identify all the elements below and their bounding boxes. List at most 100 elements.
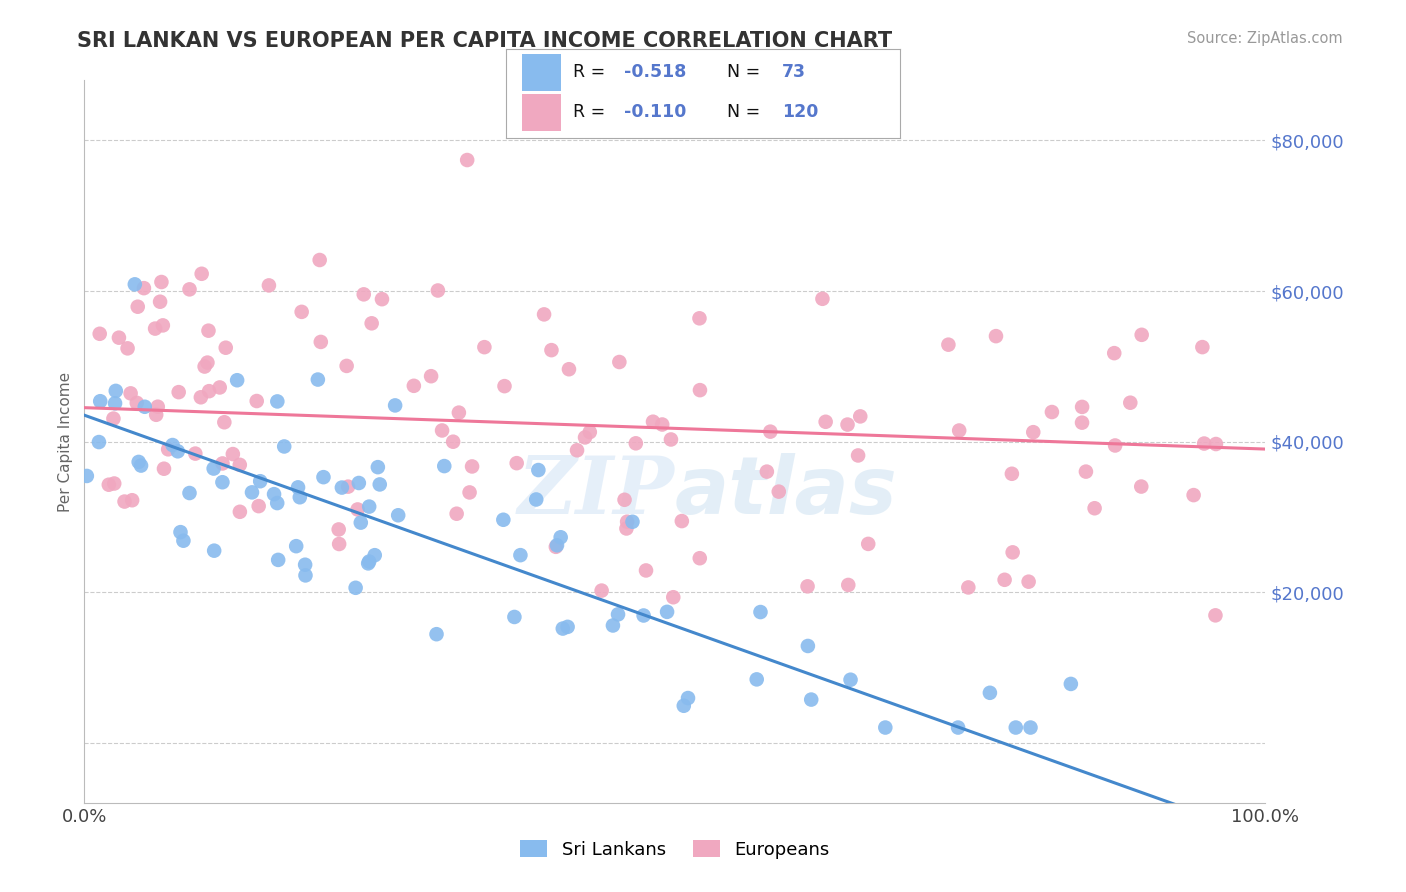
Sri Lankans: [875, 721, 897, 735]
Europeans: [624, 436, 647, 450]
Sri Lankans: [134, 400, 156, 414]
Europeans: [1104, 438, 1126, 452]
Europeans: [689, 383, 711, 397]
Europeans: [505, 456, 527, 470]
Sri Lankans: [240, 485, 263, 500]
Sri Lankans: [249, 474, 271, 488]
Sri Lankans: [524, 492, 547, 507]
Europeans: [984, 329, 1007, 343]
Europeans: [578, 425, 600, 439]
Sri Lankans: [263, 487, 285, 501]
Sri Lankans: [211, 475, 233, 490]
Sri Lankans: [946, 721, 969, 735]
Europeans: [613, 492, 636, 507]
Europeans: [634, 564, 657, 578]
Europeans: [127, 300, 149, 314]
Europeans: [143, 321, 166, 335]
Sri Lankans: [344, 581, 367, 595]
Europeans: [837, 578, 859, 592]
Europeans: [153, 461, 176, 475]
Europeans: [337, 480, 360, 494]
Europeans: [214, 415, 236, 429]
Europeans: [120, 386, 142, 401]
Europeans: [458, 485, 481, 500]
Europeans: [565, 443, 588, 458]
Sri Lankans: [287, 480, 309, 494]
Europeans: [474, 340, 496, 354]
Sri Lankans: [1019, 721, 1042, 735]
Text: -0.518: -0.518: [624, 63, 686, 81]
Text: R =: R =: [574, 103, 610, 121]
Europeans: [197, 324, 219, 338]
Sri Lankans: [128, 455, 150, 469]
Europeans: [291, 305, 314, 319]
Sri Lankans: [307, 373, 329, 387]
Europeans: [796, 579, 818, 593]
Europeans: [194, 359, 217, 374]
Sri Lankans: [359, 555, 381, 569]
Europeans: [456, 153, 478, 167]
Sri Lankans: [492, 513, 515, 527]
Europeans: [591, 583, 613, 598]
Europeans: [309, 334, 332, 349]
Europeans: [811, 292, 834, 306]
Sri Lankans: [169, 525, 191, 540]
Europeans: [446, 507, 468, 521]
Sri Lankans: [179, 486, 201, 500]
Sri Lankans: [655, 605, 678, 619]
Sri Lankans: [312, 470, 335, 484]
Europeans: [768, 484, 790, 499]
Europeans: [353, 287, 375, 301]
Europeans: [328, 537, 350, 551]
Europeans: [1074, 465, 1097, 479]
Europeans: [759, 425, 782, 439]
Sri Lankans: [509, 548, 531, 562]
Europeans: [125, 396, 148, 410]
Sri Lankans: [367, 460, 389, 475]
Europeans: [659, 433, 682, 447]
Text: SRI LANKAN VS EUROPEAN PER CAPITA INCOME CORRELATION CHART: SRI LANKAN VS EUROPEAN PER CAPITA INCOME…: [77, 31, 893, 51]
Europeans: [662, 591, 685, 605]
Sri Lankans: [330, 481, 353, 495]
Europeans: [198, 384, 221, 399]
Legend: Sri Lankans, Europeans: Sri Lankans, Europeans: [513, 833, 837, 866]
Europeans: [247, 499, 270, 513]
Europeans: [336, 359, 359, 373]
Europeans: [814, 415, 837, 429]
Sri Lankans: [202, 461, 225, 475]
Europeans: [328, 523, 350, 537]
Europeans: [688, 311, 710, 326]
Europeans: [1119, 395, 1142, 409]
Sri Lankans: [87, 435, 110, 450]
Sri Lankans: [607, 607, 630, 622]
Europeans: [145, 408, 167, 422]
Europeans: [1102, 346, 1125, 360]
Europeans: [215, 341, 238, 355]
Sri Lankans: [672, 698, 695, 713]
Sri Lankans: [745, 673, 768, 687]
Sri Lankans: [266, 394, 288, 409]
Europeans: [938, 337, 960, 351]
Europeans: [609, 355, 631, 369]
Sri Lankans: [550, 530, 572, 544]
Sri Lankans: [368, 477, 391, 491]
Europeans: [229, 458, 252, 472]
Sri Lankans: [285, 539, 308, 553]
Europeans: [461, 459, 484, 474]
Sri Lankans: [104, 384, 127, 398]
Text: N =: N =: [727, 103, 765, 121]
Text: atlas: atlas: [675, 453, 897, 531]
Europeans: [430, 424, 453, 438]
Europeans: [108, 331, 131, 345]
Sri Lankans: [384, 398, 406, 412]
Europeans: [97, 477, 120, 491]
Europeans: [103, 476, 125, 491]
Sri Lankans: [425, 627, 447, 641]
Sri Lankans: [1060, 677, 1083, 691]
Europeans: [1084, 501, 1107, 516]
Europeans: [837, 417, 859, 432]
Sri Lankans: [226, 373, 249, 387]
Sri Lankans: [357, 557, 380, 571]
Europeans: [948, 424, 970, 438]
Europeans: [1192, 436, 1215, 450]
